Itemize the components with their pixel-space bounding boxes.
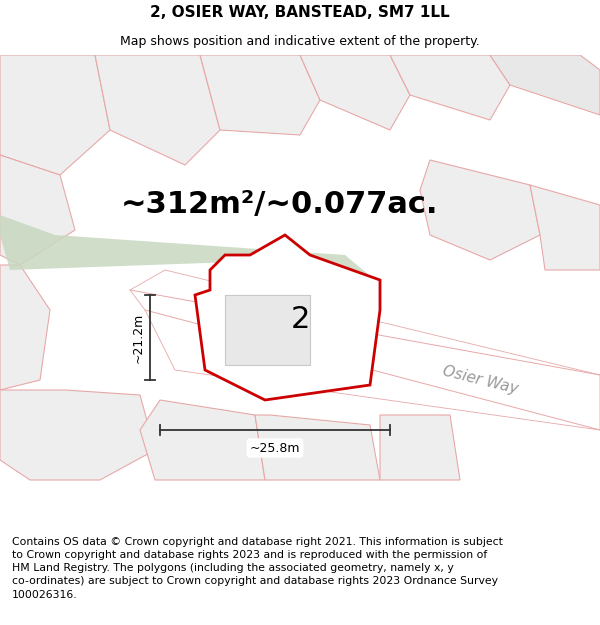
Polygon shape — [530, 185, 600, 270]
Polygon shape — [490, 55, 600, 115]
Polygon shape — [0, 55, 110, 175]
Polygon shape — [0, 265, 50, 390]
Polygon shape — [130, 270, 600, 430]
Text: Osier Way: Osier Way — [440, 363, 520, 397]
Text: 2, OSIER WAY, BANSTEAD, SM7 1LL: 2, OSIER WAY, BANSTEAD, SM7 1LL — [150, 4, 450, 19]
Polygon shape — [300, 55, 410, 130]
Text: ~312m²/~0.077ac.: ~312m²/~0.077ac. — [121, 191, 439, 219]
Polygon shape — [255, 415, 380, 480]
Text: ~21.2m: ~21.2m — [131, 312, 145, 362]
Polygon shape — [420, 160, 540, 260]
Polygon shape — [195, 235, 380, 400]
Polygon shape — [380, 415, 460, 480]
Text: ~25.8m: ~25.8m — [250, 441, 300, 454]
Polygon shape — [140, 400, 265, 480]
Text: Map shows position and indicative extent of the property.: Map shows position and indicative extent… — [120, 35, 480, 48]
Polygon shape — [200, 55, 320, 135]
Polygon shape — [0, 215, 375, 295]
Polygon shape — [390, 55, 510, 120]
Text: Contains OS data © Crown copyright and database right 2021. This information is : Contains OS data © Crown copyright and d… — [12, 537, 503, 599]
Text: 2: 2 — [290, 306, 310, 334]
Polygon shape — [0, 155, 75, 265]
Polygon shape — [225, 295, 310, 365]
Polygon shape — [0, 390, 155, 480]
Polygon shape — [95, 55, 220, 165]
